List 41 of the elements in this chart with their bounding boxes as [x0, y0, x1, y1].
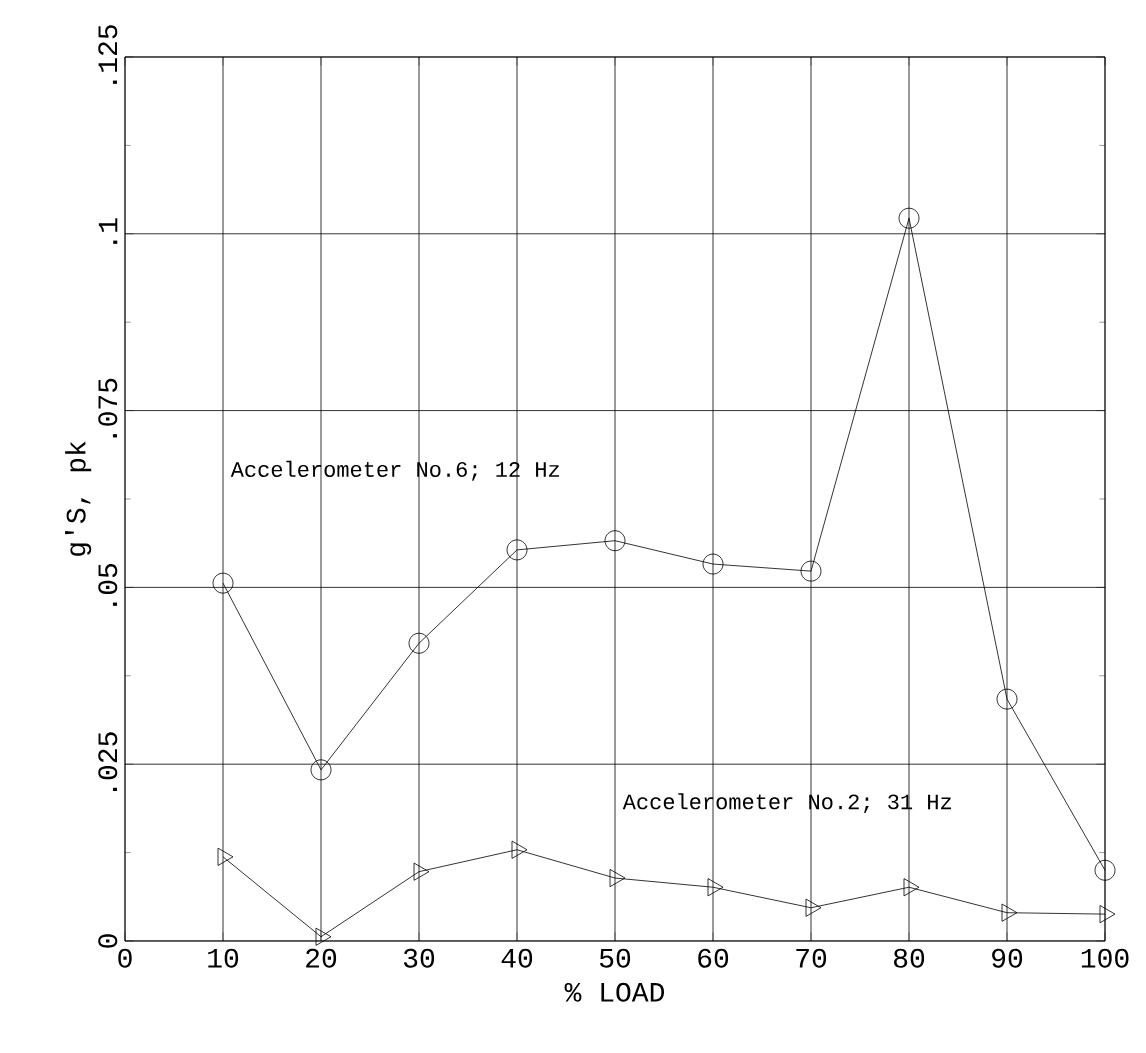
x-tick-label: 100: [1081, 948, 1129, 968]
point: [702, 553, 724, 575]
point: [217, 847, 234, 866]
x-tick-label: 70: [796, 948, 827, 968]
point: [310, 759, 332, 781]
point: [903, 878, 920, 897]
text: Accelerometer No.2; 31 Hz: [622, 793, 952, 814]
point: [413, 862, 430, 881]
x-tick-label: 10: [208, 948, 239, 968]
y-tick-label: 0: [98, 934, 118, 948]
y-tick-label: .075: [98, 378, 118, 438]
point: [1099, 905, 1116, 924]
y-tick-label: .025: [98, 732, 118, 792]
y-tick-label: .1: [98, 218, 118, 244]
point: [609, 868, 626, 888]
y-tick-label: .05: [98, 563, 118, 606]
text: Accelerometer No.6; 12 Hz: [230, 460, 560, 481]
point: [315, 927, 332, 946]
y-tick-label: .125: [98, 25, 118, 84]
point: [996, 688, 1018, 710]
x-tick-label: 80: [894, 948, 925, 968]
point: [506, 539, 528, 561]
point: [1094, 859, 1116, 881]
x-tick-label: 40: [501, 948, 533, 968]
point: [212, 572, 234, 594]
point: [1001, 903, 1018, 922]
x-tick-label: 0: [118, 948, 132, 968]
x-tick-label: 20: [306, 948, 337, 968]
point: [898, 207, 920, 229]
x-tick-label: 30: [403, 948, 435, 968]
point: [805, 898, 822, 917]
x-axis-title: % LOAD: [564, 982, 664, 1002]
x-tick-label: 60: [698, 948, 729, 968]
point: [408, 632, 430, 654]
point: [800, 560, 822, 582]
point: [511, 840, 528, 859]
point: [604, 530, 626, 552]
x-tick-label: 50: [599, 948, 631, 968]
x-tick-label: 90: [992, 948, 1023, 968]
point: [707, 878, 724, 897]
y-axis-title: g'S, pk: [65, 441, 92, 556]
